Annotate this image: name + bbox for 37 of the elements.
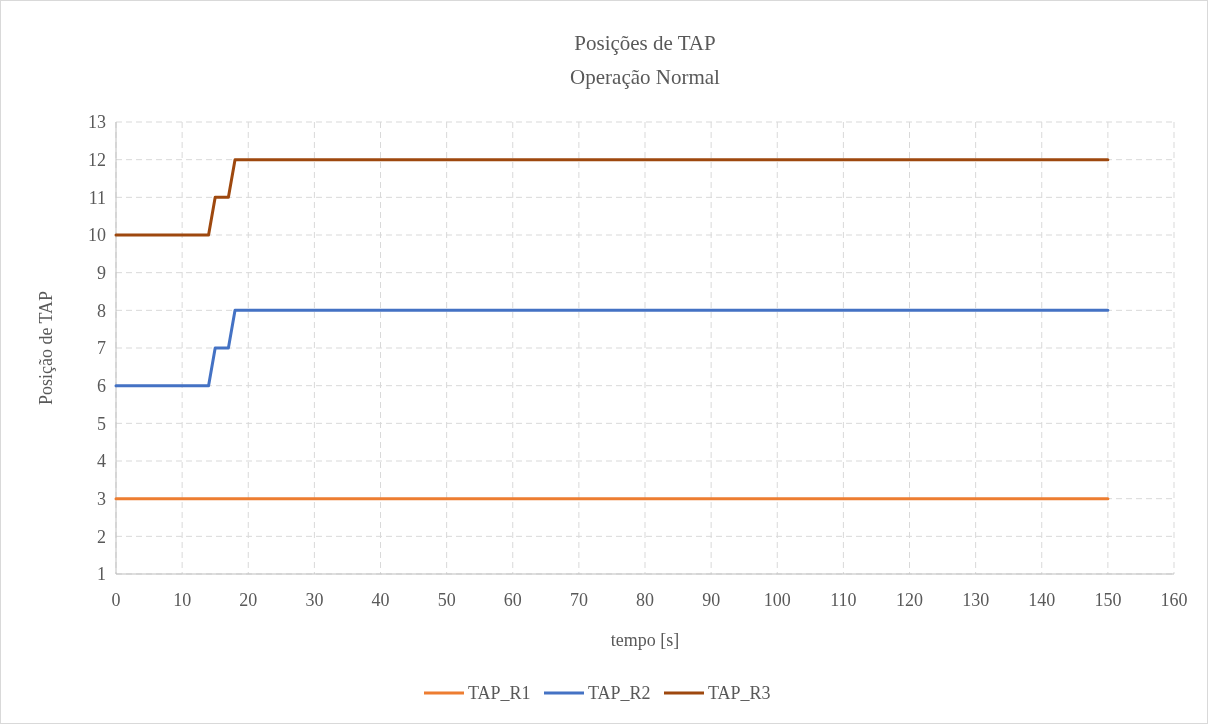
x-tick-label: 40 xyxy=(371,590,390,610)
y-tick-label: 9 xyxy=(97,262,106,283)
y-tick-label: 3 xyxy=(97,488,106,509)
x-tick-label: 110 xyxy=(830,590,857,610)
y-tick-label: 12 xyxy=(88,149,106,170)
chart-subtitle: Operação Normal xyxy=(570,65,721,89)
x-tick-label: 10 xyxy=(173,590,192,610)
y-tick-label: 1 xyxy=(97,564,106,585)
y-tick-label: 5 xyxy=(97,413,106,434)
x-tick-label: 80 xyxy=(636,590,654,610)
x-tick-label: 160 xyxy=(1160,590,1188,610)
x-tick-label: 70 xyxy=(569,590,588,610)
chart-title: Posições de TAP xyxy=(574,31,716,55)
x-tick-label: 50 xyxy=(437,590,456,610)
y-axis-title: Posição de TAP xyxy=(36,290,56,406)
x-tick-label: 90 xyxy=(702,590,721,610)
x-tick-label: 20 xyxy=(239,590,258,610)
y-tick-label: 4 xyxy=(97,451,106,472)
legend-label: TAP_R1 xyxy=(468,683,531,704)
legend-label: TAP_R3 xyxy=(708,683,771,704)
x-tick-label: 100 xyxy=(763,590,791,610)
x-tick-label: 30 xyxy=(305,590,324,610)
x-tick-label: 0 xyxy=(111,590,121,610)
y-tick-label: 8 xyxy=(97,300,106,321)
x-axis-title: tempo [s] xyxy=(610,630,680,650)
x-tick-label: 60 xyxy=(503,590,522,610)
y-tick-label: 13 xyxy=(88,112,106,133)
y-tick-label: 7 xyxy=(97,338,106,359)
x-tick-label: 120 xyxy=(896,590,923,610)
y-tick-label: 11 xyxy=(88,187,106,208)
y-tick-label: 10 xyxy=(88,225,106,246)
y-tick-label: 6 xyxy=(97,375,106,396)
x-tick-label: 130 xyxy=(962,590,990,610)
legend-label: TAP_R2 xyxy=(588,683,651,704)
x-tick-label: 140 xyxy=(1028,590,1056,610)
y-tick-label: 2 xyxy=(97,526,106,547)
x-tick-label: 150 xyxy=(1094,590,1122,610)
